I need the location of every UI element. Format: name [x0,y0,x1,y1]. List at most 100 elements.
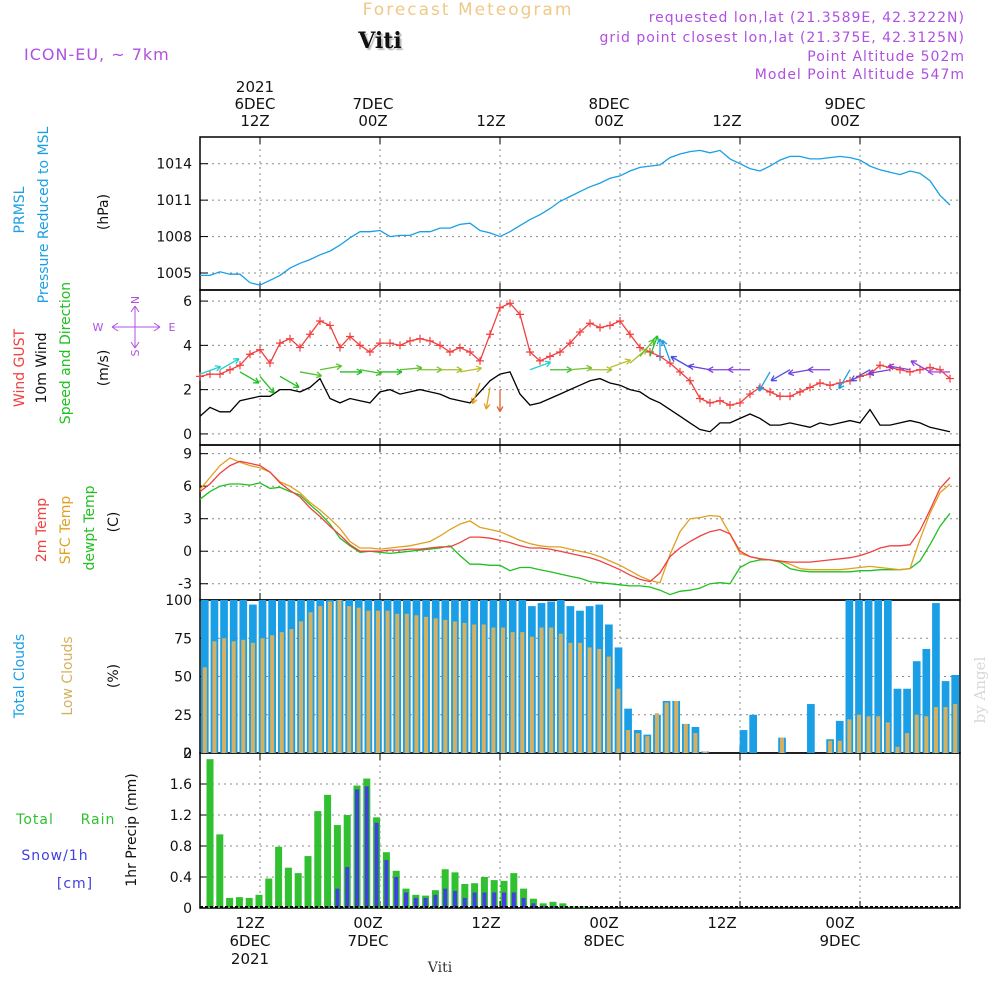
low-cloud-bar [674,700,679,753]
bottom-hour-label: 12Z [235,914,264,932]
y-tick-label: 1011 [156,193,192,209]
rain-bar [284,867,292,908]
precip-rain-label: Rain [81,812,116,828]
wind-gust-marker [316,317,324,325]
compass-s: S [129,349,142,356]
low-cloud-bar [270,635,275,753]
wind-direction-arrow [687,363,711,371]
panel-frame [199,444,961,601]
low-cloud-bar [577,642,583,753]
wind-gust-marker [506,299,514,308]
low-cloud-bar [222,638,227,753]
low-cloud-bar [866,716,871,753]
top-hour-label: 12Z [712,112,741,130]
clouds-unit-label: (%) [106,664,122,688]
snow-bar [413,897,418,908]
wind-gust-marker [626,330,634,339]
wind-gust-marker [606,321,614,330]
y-tick-label: 6 [183,479,192,495]
total-cloud-bar [893,688,902,753]
wind-gust-marker [376,339,384,348]
y-tick-label: 50 [174,670,192,686]
low-cloud-bar [664,702,669,753]
snow-bar [394,877,399,908]
low-cloud-bar [654,713,659,753]
wind-gust-marker [406,336,414,345]
wind-gust-marker [226,365,234,374]
low-cloud-bar [289,629,294,753]
low-cloud-bar [568,642,573,753]
rain-bar [235,897,243,908]
pressure-label-desc: Pressure Reduced to MSL [36,126,52,303]
low-cloud-bar [905,733,910,753]
footer-station: Viti [427,960,453,976]
total-cloud-bar [903,688,911,753]
low-cloud-bar [501,627,506,753]
wind-gust-marker [266,359,274,368]
low-cloud-bar [231,641,236,753]
wind-dir-label: Speed and Direction [58,282,74,424]
credit-watermark: by Angel [971,656,989,723]
wind-direction-arrow [850,369,871,382]
header: Forecast Meteogram Viti ICON-EU, ~ 7km r… [24,0,989,976]
wind-direction-arrow [927,368,950,376]
compass-s-arrow [130,341,140,349]
low-cloud-bar [683,723,688,753]
pressure-label-prmsl: PRMSL [12,186,28,233]
compass-w: W [93,321,104,334]
rain-bar [559,903,567,908]
wind-gust-marker [716,396,724,405]
y-tick-label: 1.2 [170,808,192,824]
wind-direction-arrow [707,366,730,374]
wind-gust-marker [776,392,784,401]
wind-gust-marker [566,339,574,348]
wind-direction-arrow [529,360,552,371]
top-hour-label: 00Z [594,112,623,130]
total-clouds-label: Total Clouds [12,634,28,719]
snow-bar [462,897,467,908]
total-cloud-bar [922,648,931,753]
wind-gust-marker [536,356,544,365]
precip-cm-label: [cm] [57,876,93,892]
wind-gust-marker [806,383,814,392]
low-cloud-bar [327,601,332,753]
precip-axis-label: 1hr Precip (mm) [124,773,140,886]
top-hour-label: 00Z [358,112,387,130]
compass-n: N [129,296,142,304]
low-cloud-bar [933,707,938,753]
total-cloud-bar [884,600,892,753]
wind-gust-marker [326,321,334,330]
panel-labels: PRMSL Pressure Reduced to MSL (hPa) Wind… [12,126,176,892]
compass-w-arrow [111,322,119,332]
wind-direction-arrow [420,366,443,374]
y-tick-label: 0.4 [170,870,192,886]
wind-direction-arrow [807,366,830,374]
total-cloud-bar [845,600,854,753]
top-time-axis: 2021 6DEC 12Z 7DEC 00Z 12Z 8DEC 00Z 12Z … [234,78,865,130]
snow-bar [482,892,487,908]
wind-direction-arrow [259,375,275,394]
wind-direction-arrow [770,369,791,382]
total-cloud-bar [932,603,940,753]
low-cloud-bar [375,610,380,753]
wind-gust-marker [736,398,744,407]
total-cloud-bar [749,714,758,753]
top-day-label: 8DEC [588,95,629,113]
snow-bar [443,888,448,908]
y-tick-label: 0.8 [170,839,192,855]
wind-gust-marker [446,348,454,356]
rain-bar [226,897,234,908]
wind-direction-arrow [399,364,423,372]
snow-bar [433,894,438,908]
low-clouds-label: Low Clouds [60,636,76,715]
wind-direction-arrow [639,338,655,357]
rain-bar [265,878,273,908]
wind-gust-marker [456,343,464,352]
rain-bar [304,856,312,908]
wind-gust-marker [496,303,504,312]
rain-bar [324,794,332,908]
top-year-label: 2021 [236,78,274,96]
bottom-time-axis: 12Z 6DEC 2021 00Z 7DEC 12Z 00Z 8DEC 12Z … [229,914,860,968]
wind-gust-label: Wind GUST [12,328,28,407]
wind-direction-arrow [483,387,491,410]
